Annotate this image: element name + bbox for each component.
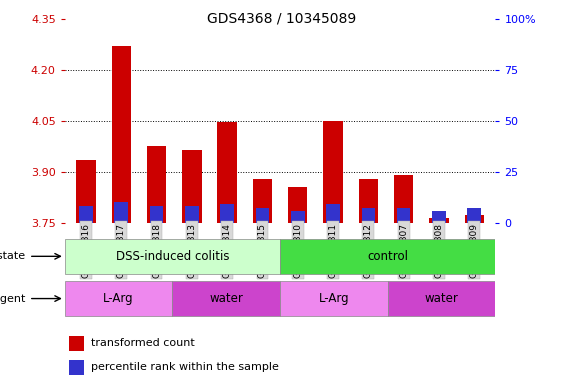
FancyBboxPatch shape bbox=[280, 239, 495, 274]
Bar bbox=[114, 202, 128, 223]
Text: agent: agent bbox=[0, 293, 25, 304]
Text: GDS4368 / 10345089: GDS4368 / 10345089 bbox=[207, 12, 356, 25]
Text: percentile rank within the sample: percentile rank within the sample bbox=[91, 362, 279, 372]
Bar bbox=[217, 122, 237, 223]
Text: GSM856818: GSM856818 bbox=[152, 223, 161, 278]
Text: GSM856808: GSM856808 bbox=[435, 223, 444, 278]
FancyBboxPatch shape bbox=[280, 281, 388, 316]
Text: GSM856811: GSM856811 bbox=[329, 223, 338, 278]
Text: GSM856814: GSM856814 bbox=[222, 223, 231, 278]
Bar bbox=[69, 360, 84, 375]
Bar bbox=[185, 207, 199, 223]
Text: L-Arg: L-Arg bbox=[319, 292, 349, 305]
Text: DSS-induced colitis: DSS-induced colitis bbox=[115, 250, 229, 263]
Bar bbox=[79, 207, 93, 223]
Text: GSM856807: GSM856807 bbox=[399, 223, 408, 278]
Text: L-Arg: L-Arg bbox=[103, 292, 134, 305]
Bar bbox=[76, 160, 96, 223]
FancyBboxPatch shape bbox=[65, 281, 172, 316]
FancyBboxPatch shape bbox=[388, 281, 495, 316]
Bar bbox=[464, 215, 484, 223]
FancyBboxPatch shape bbox=[65, 239, 280, 274]
Bar bbox=[182, 150, 202, 223]
Bar bbox=[288, 187, 307, 223]
Bar bbox=[253, 179, 272, 223]
Bar bbox=[467, 209, 481, 223]
Bar bbox=[326, 204, 340, 223]
Bar bbox=[429, 218, 449, 223]
Text: GSM856816: GSM856816 bbox=[82, 223, 91, 278]
Bar bbox=[220, 204, 234, 223]
Bar bbox=[394, 175, 413, 223]
Bar bbox=[397, 209, 410, 223]
Text: transformed count: transformed count bbox=[91, 338, 194, 348]
Bar bbox=[150, 207, 163, 223]
Text: GSM856813: GSM856813 bbox=[187, 223, 196, 278]
Bar bbox=[291, 210, 305, 223]
Bar bbox=[147, 146, 166, 223]
Text: GSM856815: GSM856815 bbox=[258, 223, 267, 278]
Text: control: control bbox=[367, 250, 408, 263]
Text: GSM856810: GSM856810 bbox=[293, 223, 302, 278]
Bar bbox=[323, 121, 343, 223]
Text: water: water bbox=[209, 292, 243, 305]
FancyBboxPatch shape bbox=[172, 281, 280, 316]
Text: GSM856809: GSM856809 bbox=[470, 223, 479, 278]
Text: disease state: disease state bbox=[0, 251, 25, 262]
Bar bbox=[432, 210, 446, 223]
Bar bbox=[361, 209, 375, 223]
Bar bbox=[256, 209, 269, 223]
Text: GSM856817: GSM856817 bbox=[117, 223, 126, 278]
Bar bbox=[69, 336, 84, 351]
Text: GSM856812: GSM856812 bbox=[364, 223, 373, 278]
Text: water: water bbox=[425, 292, 458, 305]
Bar bbox=[111, 46, 131, 223]
Bar bbox=[359, 179, 378, 223]
